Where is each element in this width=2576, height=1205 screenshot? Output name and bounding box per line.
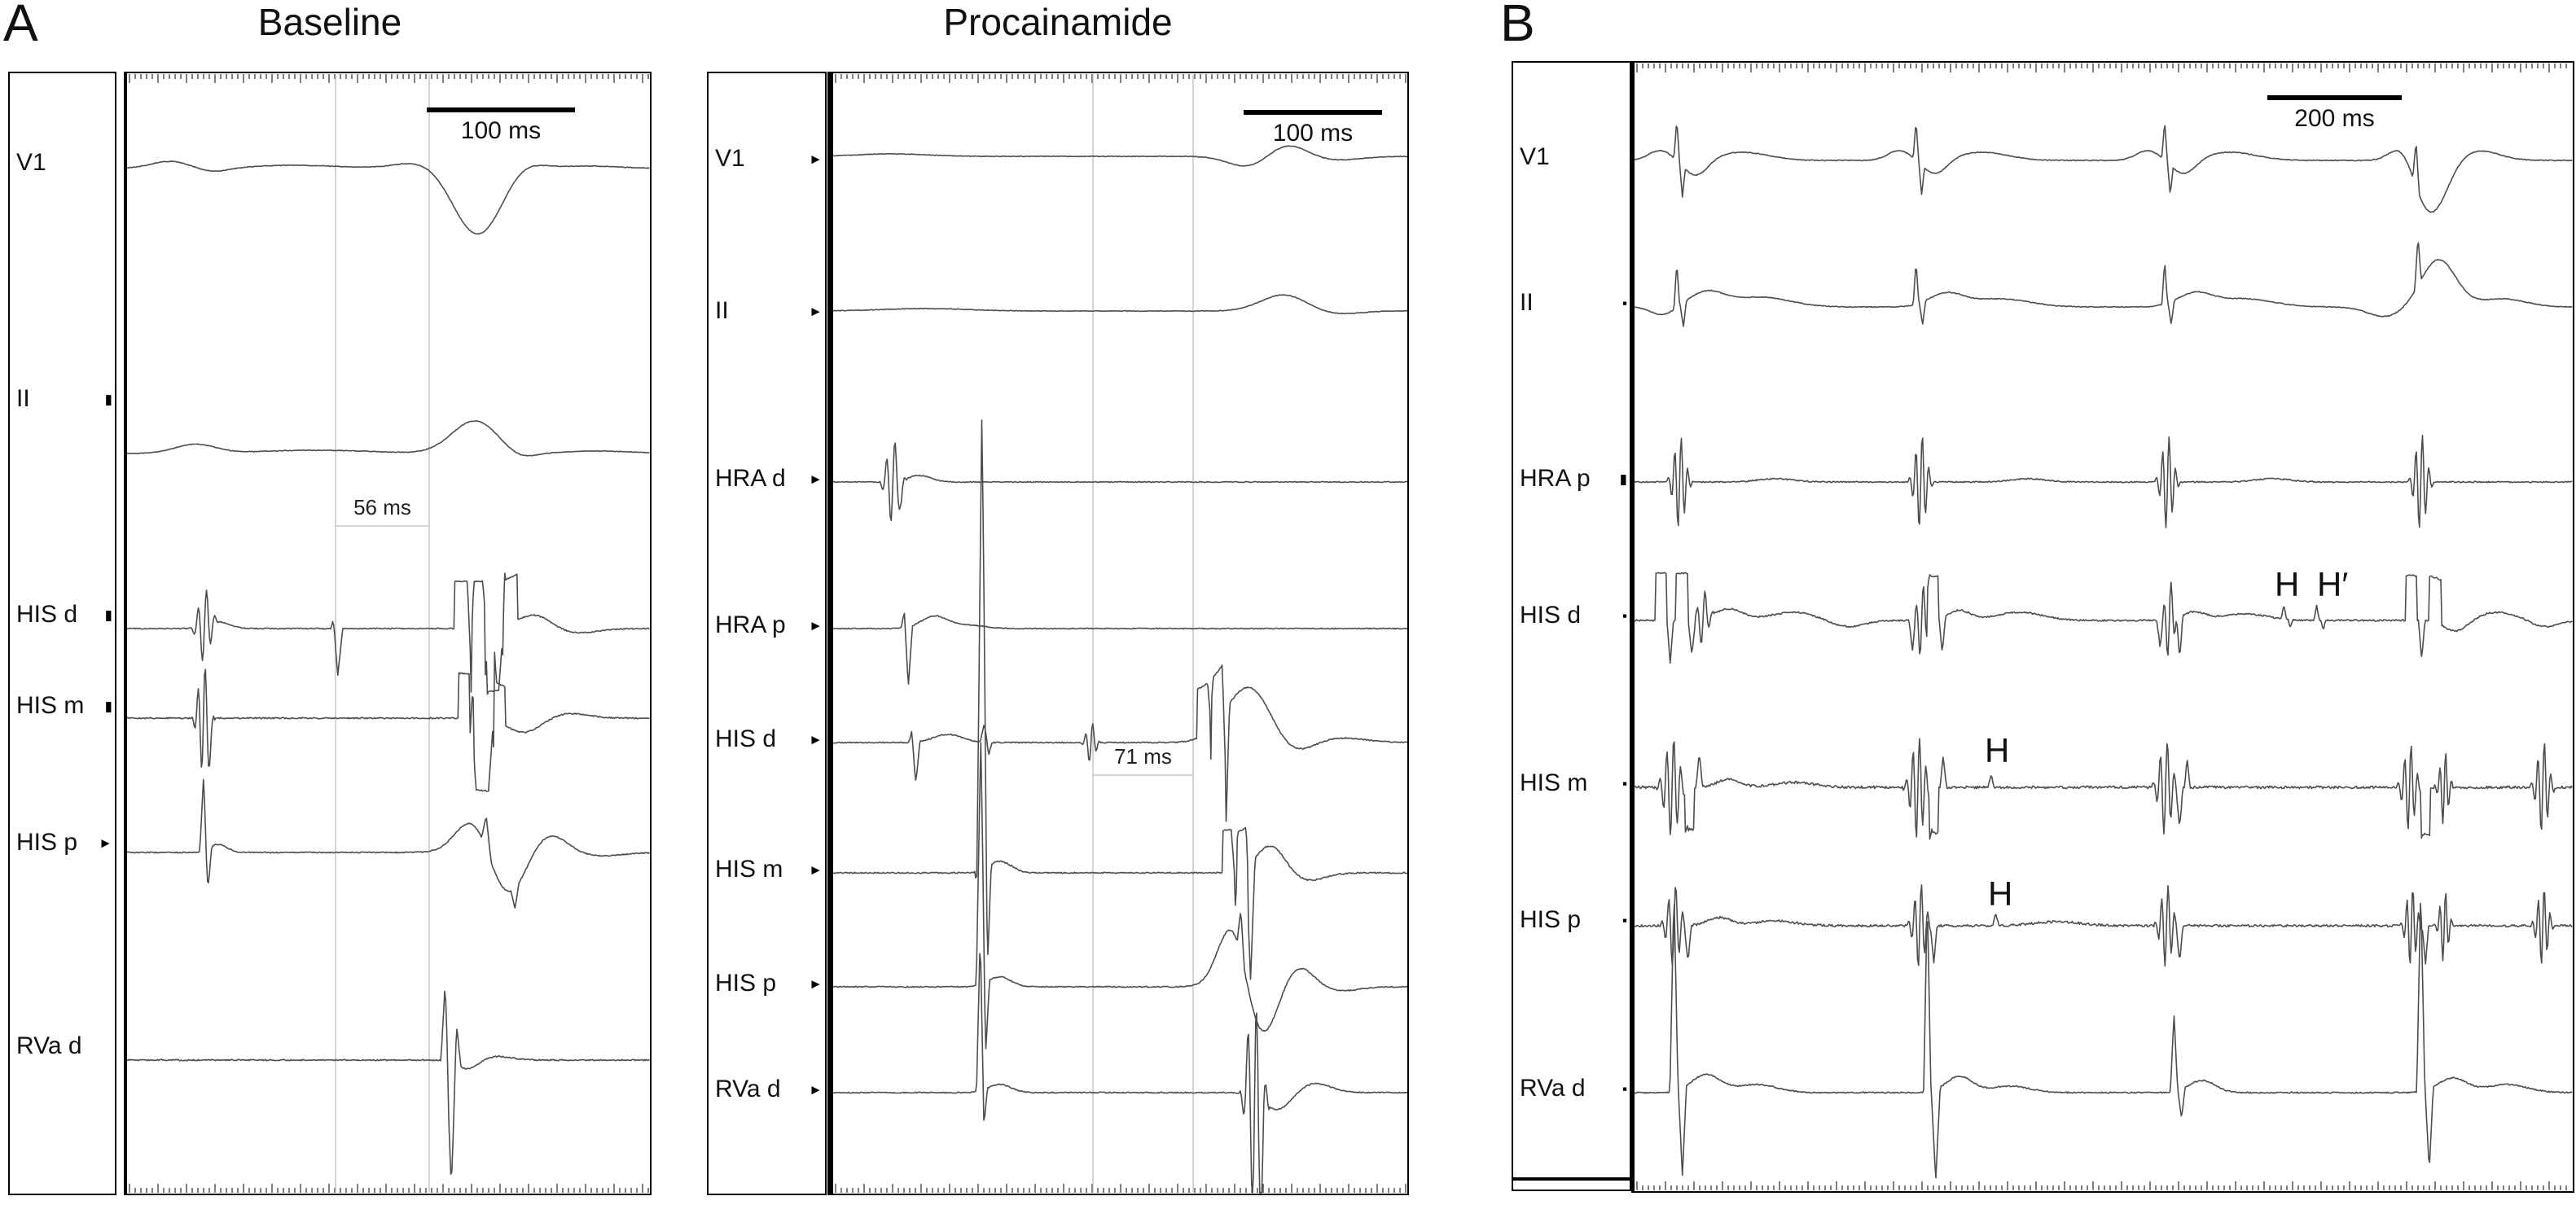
electrode-marker-icon: ► bbox=[809, 471, 823, 487]
electrode-marker-icon: ▪ bbox=[1622, 1081, 1627, 1097]
trace-his-m bbox=[127, 651, 650, 792]
time-scale-bar bbox=[2267, 95, 2402, 100]
trace-v1 bbox=[1635, 125, 2573, 213]
electrode-marker-icon: ▮ bbox=[104, 607, 112, 623]
time-scale-bar bbox=[427, 107, 575, 112]
ruler-ticks bbox=[835, 74, 1406, 1193]
traces-baseline bbox=[127, 74, 650, 1193]
his-deflection-annotation-3: H bbox=[1985, 731, 2010, 769]
trace-v1 bbox=[833, 145, 1407, 167]
electrode-marker-icon: ► bbox=[809, 976, 823, 992]
label-box-baseline: V1 II ▮ HIS d ▮ HIS m ▮ HIS p ► RVa d bbox=[8, 72, 116, 1195]
channel-label-v1: V1 bbox=[715, 145, 745, 172]
his-deflection-annotation-1: H bbox=[2275, 565, 2300, 603]
channel-label-his-p: HIS p bbox=[16, 829, 78, 856]
channel-label-his-m: HIS m bbox=[16, 692, 85, 719]
trace-his-m bbox=[833, 419, 1407, 980]
trace-ii bbox=[1635, 242, 2573, 327]
channel-label-rva-d: RVa d bbox=[715, 1076, 781, 1102]
trace-hra-p bbox=[833, 612, 1407, 686]
electrode-marker-icon: ▮ bbox=[1619, 471, 1627, 487]
time-scale-label: 200 ms bbox=[2294, 105, 2375, 132]
trace-area-procainamide: 100 ms 71 ms bbox=[827, 72, 1409, 1195]
label-box-footer bbox=[1512, 1179, 1631, 1191]
channel-label-his-d: HIS d bbox=[715, 725, 777, 752]
trace-v1 bbox=[127, 160, 650, 235]
trace-area-baseline: 100 ms 56 ms bbox=[124, 72, 652, 1195]
electrode-marker-icon: ▪ bbox=[1622, 296, 1627, 311]
time-scale-bar bbox=[1244, 110, 1382, 115]
panel-a-label: A bbox=[3, 0, 38, 52]
channel-label-ii: II bbox=[1520, 289, 1534, 316]
trace-area-panel-b: 200 ms H H′ H H bbox=[1631, 61, 2574, 1193]
label-box-procainamide: V1 ► II ► HRA d ► HRA p ► HIS d ► HIS m ► HIS p ► RVa … bbox=[707, 72, 827, 1195]
channel-label-rva-d: RVa d bbox=[1520, 1075, 1586, 1102]
trace-his-d bbox=[127, 572, 650, 695]
trace-his-p bbox=[833, 742, 1407, 1049]
channel-label-v1: V1 bbox=[16, 149, 46, 176]
ruler-ticks bbox=[129, 74, 649, 1193]
trace-his-d bbox=[1635, 572, 2573, 664]
baseline-title: Baseline bbox=[257, 1, 402, 43]
electrode-marker-icon: ► bbox=[809, 618, 823, 633]
channel-label-ii: II bbox=[16, 385, 30, 412]
trace-his-m bbox=[1635, 738, 2573, 840]
trace-his-d bbox=[833, 664, 1407, 822]
electrode-marker-icon: ▪ bbox=[1622, 776, 1627, 791]
traces-panel-b bbox=[1635, 64, 2573, 1190]
electrode-marker-icon: ► bbox=[809, 304, 823, 319]
ruler-ticks bbox=[1636, 64, 2567, 1190]
channel-label-ii: II bbox=[715, 297, 729, 324]
traces-procainamide bbox=[833, 74, 1407, 1194]
his-deflection-annotation-2: H′ bbox=[2317, 565, 2349, 603]
panel-b-label: B bbox=[1500, 0, 1535, 52]
channel-label-his-m: HIS m bbox=[715, 856, 783, 883]
channel-label-v1: V1 bbox=[1520, 143, 1550, 170]
electrode-marker-icon: ► bbox=[809, 732, 823, 747]
channel-label-his-m: HIS m bbox=[1520, 769, 1588, 796]
channel-label-hra-d: HRA d bbox=[715, 465, 786, 492]
time-scale-label: 100 ms bbox=[460, 117, 542, 144]
channel-label-his-p: HIS p bbox=[1520, 906, 1582, 933]
electrode-marker-icon: ▮ bbox=[104, 699, 112, 714]
electrode-marker-icon: ▮ bbox=[104, 392, 112, 407]
procainamide-title: Procainamide bbox=[943, 1, 1173, 43]
channel-label-hra-p: HRA p bbox=[1520, 465, 1591, 492]
trace-his-p bbox=[127, 778, 650, 909]
trace-rva-d bbox=[833, 953, 1407, 1194]
trace-ii bbox=[833, 294, 1407, 315]
time-scale-label: 100 ms bbox=[1272, 120, 1354, 147]
channel-label-his-d: HIS d bbox=[16, 601, 78, 628]
label-box-panel-b: V1 II ▪ HRA p ▮ HIS d ▪ HIS m ▪ HIS p ▪ RVa d ▪ bbox=[1512, 61, 1631, 1179]
trace-hra-d bbox=[833, 442, 1407, 522]
channel-label-his-p: HIS p bbox=[715, 970, 777, 997]
his-deflection-annotation-4: H bbox=[1988, 874, 2013, 913]
trace-ii bbox=[127, 420, 650, 457]
trace-rva-d bbox=[1635, 902, 2573, 1179]
channel-label-rva-d: RVa d bbox=[16, 1032, 82, 1059]
channel-label-his-d: HIS d bbox=[1520, 602, 1582, 629]
trace-rva-d bbox=[127, 990, 650, 1175]
electrode-marker-icon: ► bbox=[809, 151, 823, 167]
electrode-marker-icon: ▪ bbox=[1622, 608, 1627, 624]
trace-hra-p bbox=[1635, 434, 2573, 528]
interval-measurement-label: 71 ms bbox=[1110, 744, 1176, 769]
electrode-marker-icon: ► bbox=[809, 862, 823, 878]
electrode-marker-icon: ▪ bbox=[1622, 913, 1627, 928]
channel-label-hra-p: HRA p bbox=[715, 611, 786, 638]
electrode-marker-icon: ► bbox=[809, 1082, 823, 1098]
interval-measurement-label: 56 ms bbox=[349, 495, 415, 520]
electrode-marker-icon: ► bbox=[99, 835, 112, 851]
trace-his-p bbox=[1635, 884, 2573, 967]
